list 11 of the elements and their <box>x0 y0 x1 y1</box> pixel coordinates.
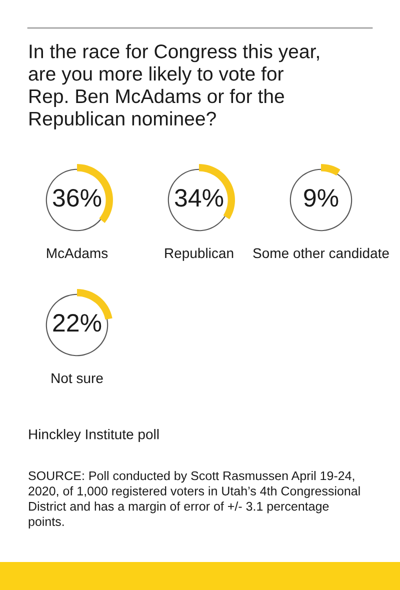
text: Not sure <box>52 373 103 384</box>
text: Hinckley Institute poll <box>29 429 159 442</box>
data-label: 9% <box>304 189 338 207</box>
data-label: 34% <box>174 189 224 207</box>
text: Republican <box>165 248 234 261</box>
text: In the race for Congress this year, are you more likely to vote for Rep. Ben McAdams or for the Republican nominee? <box>28 44 319 130</box>
text: Some other candidate <box>253 248 389 258</box>
data-label: 22% <box>53 314 102 332</box>
text: McAdams <box>47 248 108 258</box>
source-note: SOURCE: Poll conducted by Scott Rasmussen April 19-24, 2020, of 1,000 registered voters in Utah’s 4th Congressional District and has a margin of error of +/- 3.1 percentage points. <box>28 471 360 528</box>
data-label: 36% <box>52 189 102 207</box>
